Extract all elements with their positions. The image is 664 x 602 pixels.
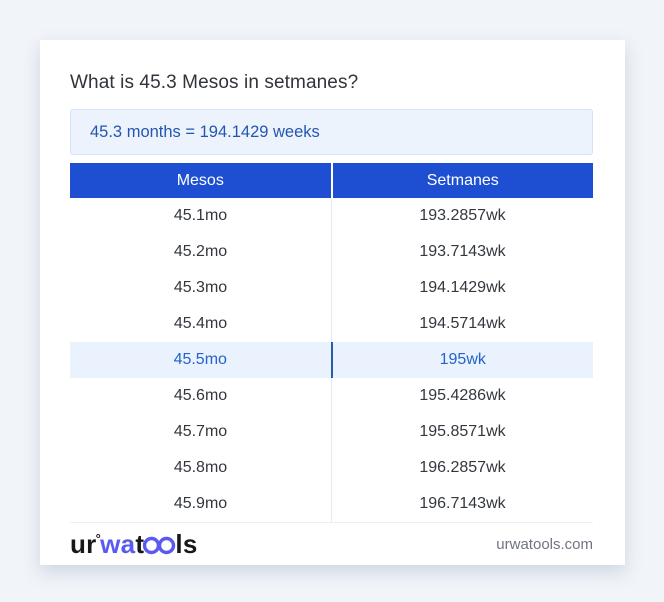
mesos-cell: 45.1mo (70, 198, 332, 234)
setmanes-cell: 195.8571wk (331, 414, 593, 450)
page-title: What is 45.3 Mesos in setmanes? (70, 72, 359, 93)
table-row[interactable]: 45.6mo 195.4286wk (70, 378, 593, 414)
table-header-row: Mesos Setmanes (70, 163, 593, 198)
mesos-cell: 45.7mo (70, 414, 332, 450)
setmanes-cell: 194.5714wk (331, 306, 593, 342)
table-row[interactable]: 45.8mo 196.2857wk (70, 450, 593, 486)
table-header-mesos: Mesos (70, 163, 333, 198)
logo-text-t: t (135, 528, 145, 559)
mesos-cell: 45.8mo (70, 450, 332, 486)
setmanes-cell: 193.7143wk (331, 234, 593, 270)
conversion-table-head: Mesos Setmanes (70, 163, 593, 198)
setmanes-cell: 195wk (331, 342, 593, 378)
table-row[interactable]: 45.5mo 195wk (70, 342, 593, 378)
urwatools-logo[interactable]: ur ° wa t ls (70, 529, 198, 560)
table-header-setmanes: Setmanes (331, 163, 593, 198)
domain-text: urwatools.com (496, 535, 593, 553)
logo-ring-icon: ° (95, 530, 102, 546)
conversion-result-box: 45.3 months = 194.1429 weeks (70, 109, 593, 155)
mesos-cell: 45.3mo (70, 270, 332, 306)
logo-text-ls: ls (175, 528, 198, 559)
conversion-table: Mesos Setmanes 45.1mo 193.2857wk 45.2mo 193… (70, 163, 593, 523)
table-row[interactable]: 45.7mo 195.8571wk (70, 414, 593, 450)
conversion-card: What is 45.3 Mesos in setmanes? 45.3 mon… (40, 40, 625, 565)
mesos-cell: 45.5mo (70, 342, 333, 378)
table-row[interactable]: 45.9mo 196.7143wk (70, 486, 593, 523)
table-row[interactable]: 45.4mo 194.5714wk (70, 306, 593, 342)
mesos-cell: 45.6mo (70, 378, 332, 414)
setmanes-cell: 196.7143wk (331, 486, 593, 523)
mesos-cell: 45.4mo (70, 306, 332, 342)
logo-text-wa: wa (100, 528, 136, 559)
logo-oo-circles-icon (143, 536, 176, 554)
logo-text-ur: ur (70, 528, 97, 559)
setmanes-cell: 194.1429wk (331, 270, 593, 306)
setmanes-cell: 196.2857wk (331, 450, 593, 486)
setmanes-cell: 193.2857wk (331, 198, 593, 234)
mesos-cell: 45.2mo (70, 234, 332, 270)
setmanes-cell: 195.4286wk (331, 378, 593, 414)
card-footer: ur ° wa t ls urwatools.com (70, 523, 593, 566)
table-row[interactable]: 45.2mo 193.7143wk (70, 234, 593, 270)
table-row[interactable]: 45.3mo 194.1429wk (70, 270, 593, 306)
table-row[interactable]: 45.1mo 193.2857wk (70, 198, 593, 234)
conversion-result-text: 45.3 months = 194.1429 weeks (90, 122, 320, 141)
conversion-table-body: 45.1mo 193.2857wk 45.2mo 193.7143wk 45.3mo 19… (70, 198, 593, 523)
mesos-cell: 45.9mo (70, 486, 332, 523)
